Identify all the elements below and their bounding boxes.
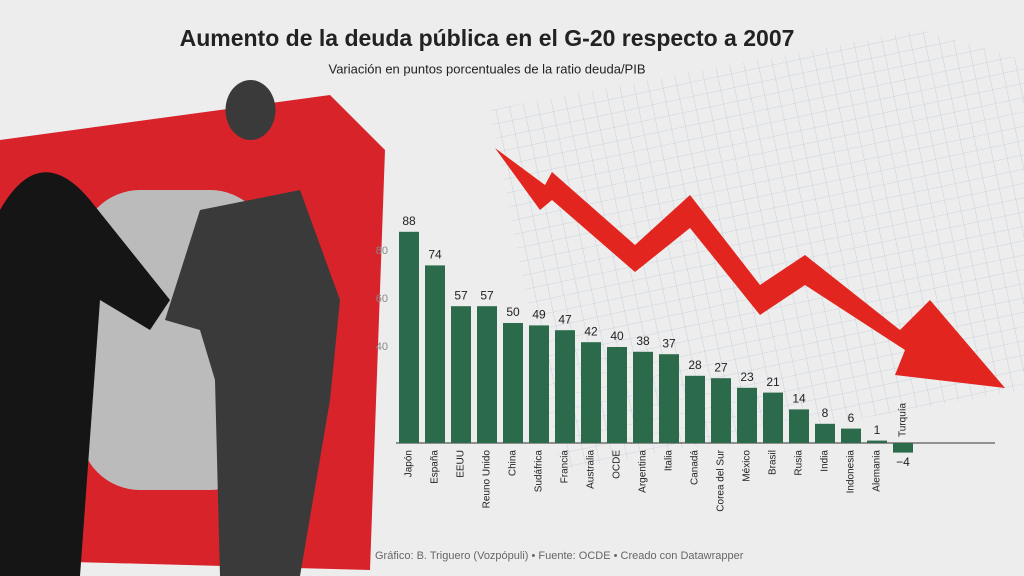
value-label: 28 xyxy=(688,358,702,372)
y-tick-label: 80 xyxy=(376,245,388,257)
bar xyxy=(893,443,913,453)
x-tick-label: Canadá xyxy=(690,450,701,485)
source: Gráfico: B. Triguero (Vozpópuli) • Fuent… xyxy=(375,550,744,562)
x-tick-label: Sudáfrica xyxy=(534,450,545,493)
value-label: 14 xyxy=(792,392,806,406)
chart-subtitle: Variación en puntos porcentuales de la r… xyxy=(328,61,645,76)
value-label: 8 xyxy=(822,406,829,420)
value-label: −4 xyxy=(896,455,910,469)
y-tick-label: 60 xyxy=(376,293,388,305)
value-label: 6 xyxy=(848,411,855,425)
x-tick-label: Reuno Unido xyxy=(482,450,493,509)
bar xyxy=(815,423,835,443)
bar xyxy=(451,306,471,443)
value-label: 47 xyxy=(558,312,572,326)
value-label: 27 xyxy=(714,360,728,374)
value-label: 49 xyxy=(532,308,546,322)
bar xyxy=(399,231,419,443)
bar xyxy=(581,342,601,443)
x-tick-label: EEUU xyxy=(456,450,467,478)
y-tick-label: 40 xyxy=(376,341,388,353)
x-tick-label: China xyxy=(508,450,519,477)
bar xyxy=(841,428,861,443)
bar xyxy=(477,306,497,443)
x-tick-label: Francia xyxy=(560,450,571,484)
value-label: 40 xyxy=(610,329,624,343)
bar xyxy=(555,330,575,443)
bar xyxy=(685,375,705,443)
x-tick-label: Rusia xyxy=(794,450,805,476)
value-label: 37 xyxy=(662,336,676,350)
bar xyxy=(867,440,887,443)
bar xyxy=(425,265,445,443)
value-label: 50 xyxy=(506,305,520,319)
x-tick-label: Australia xyxy=(586,450,597,489)
bar xyxy=(711,378,731,443)
x-tick-label: Indonesia xyxy=(846,450,857,494)
bar xyxy=(529,325,549,443)
x-tick-label: OCDE xyxy=(612,450,623,479)
x-tick-label: Brasil xyxy=(768,450,779,475)
bar xyxy=(763,392,783,443)
x-tick-label: México xyxy=(742,450,753,482)
value-label: 42 xyxy=(584,324,598,338)
x-tick-label: Corea del Sur xyxy=(716,449,727,511)
x-tick-label: India xyxy=(820,450,831,472)
bar xyxy=(633,351,653,443)
bar xyxy=(737,387,757,443)
chart-title: Aumento de la deuda pública en el G-20 r… xyxy=(180,25,795,51)
x-tick-label: Argentina xyxy=(638,450,649,493)
person-right xyxy=(165,80,340,576)
person-left xyxy=(0,172,170,576)
x-tick-label: Italia xyxy=(664,450,675,472)
value-label: 38 xyxy=(636,334,650,348)
red-arrow xyxy=(495,148,1005,388)
x-tick-label: Alemania xyxy=(872,450,883,492)
x-tick-label: Japón xyxy=(404,450,415,477)
bar xyxy=(659,354,679,443)
value-label: 21 xyxy=(766,375,780,389)
x-tick-label: Turquía xyxy=(898,402,909,437)
x-tick-label: España xyxy=(430,450,441,484)
value-label: 57 xyxy=(480,288,494,302)
value-label: 57 xyxy=(454,288,468,302)
value-label: 23 xyxy=(740,370,754,384)
bar xyxy=(789,409,809,443)
value-label: 74 xyxy=(428,248,442,262)
value-label: 88 xyxy=(402,214,416,228)
bar xyxy=(607,347,627,443)
bar xyxy=(503,323,523,443)
value-label: 1 xyxy=(874,423,881,437)
